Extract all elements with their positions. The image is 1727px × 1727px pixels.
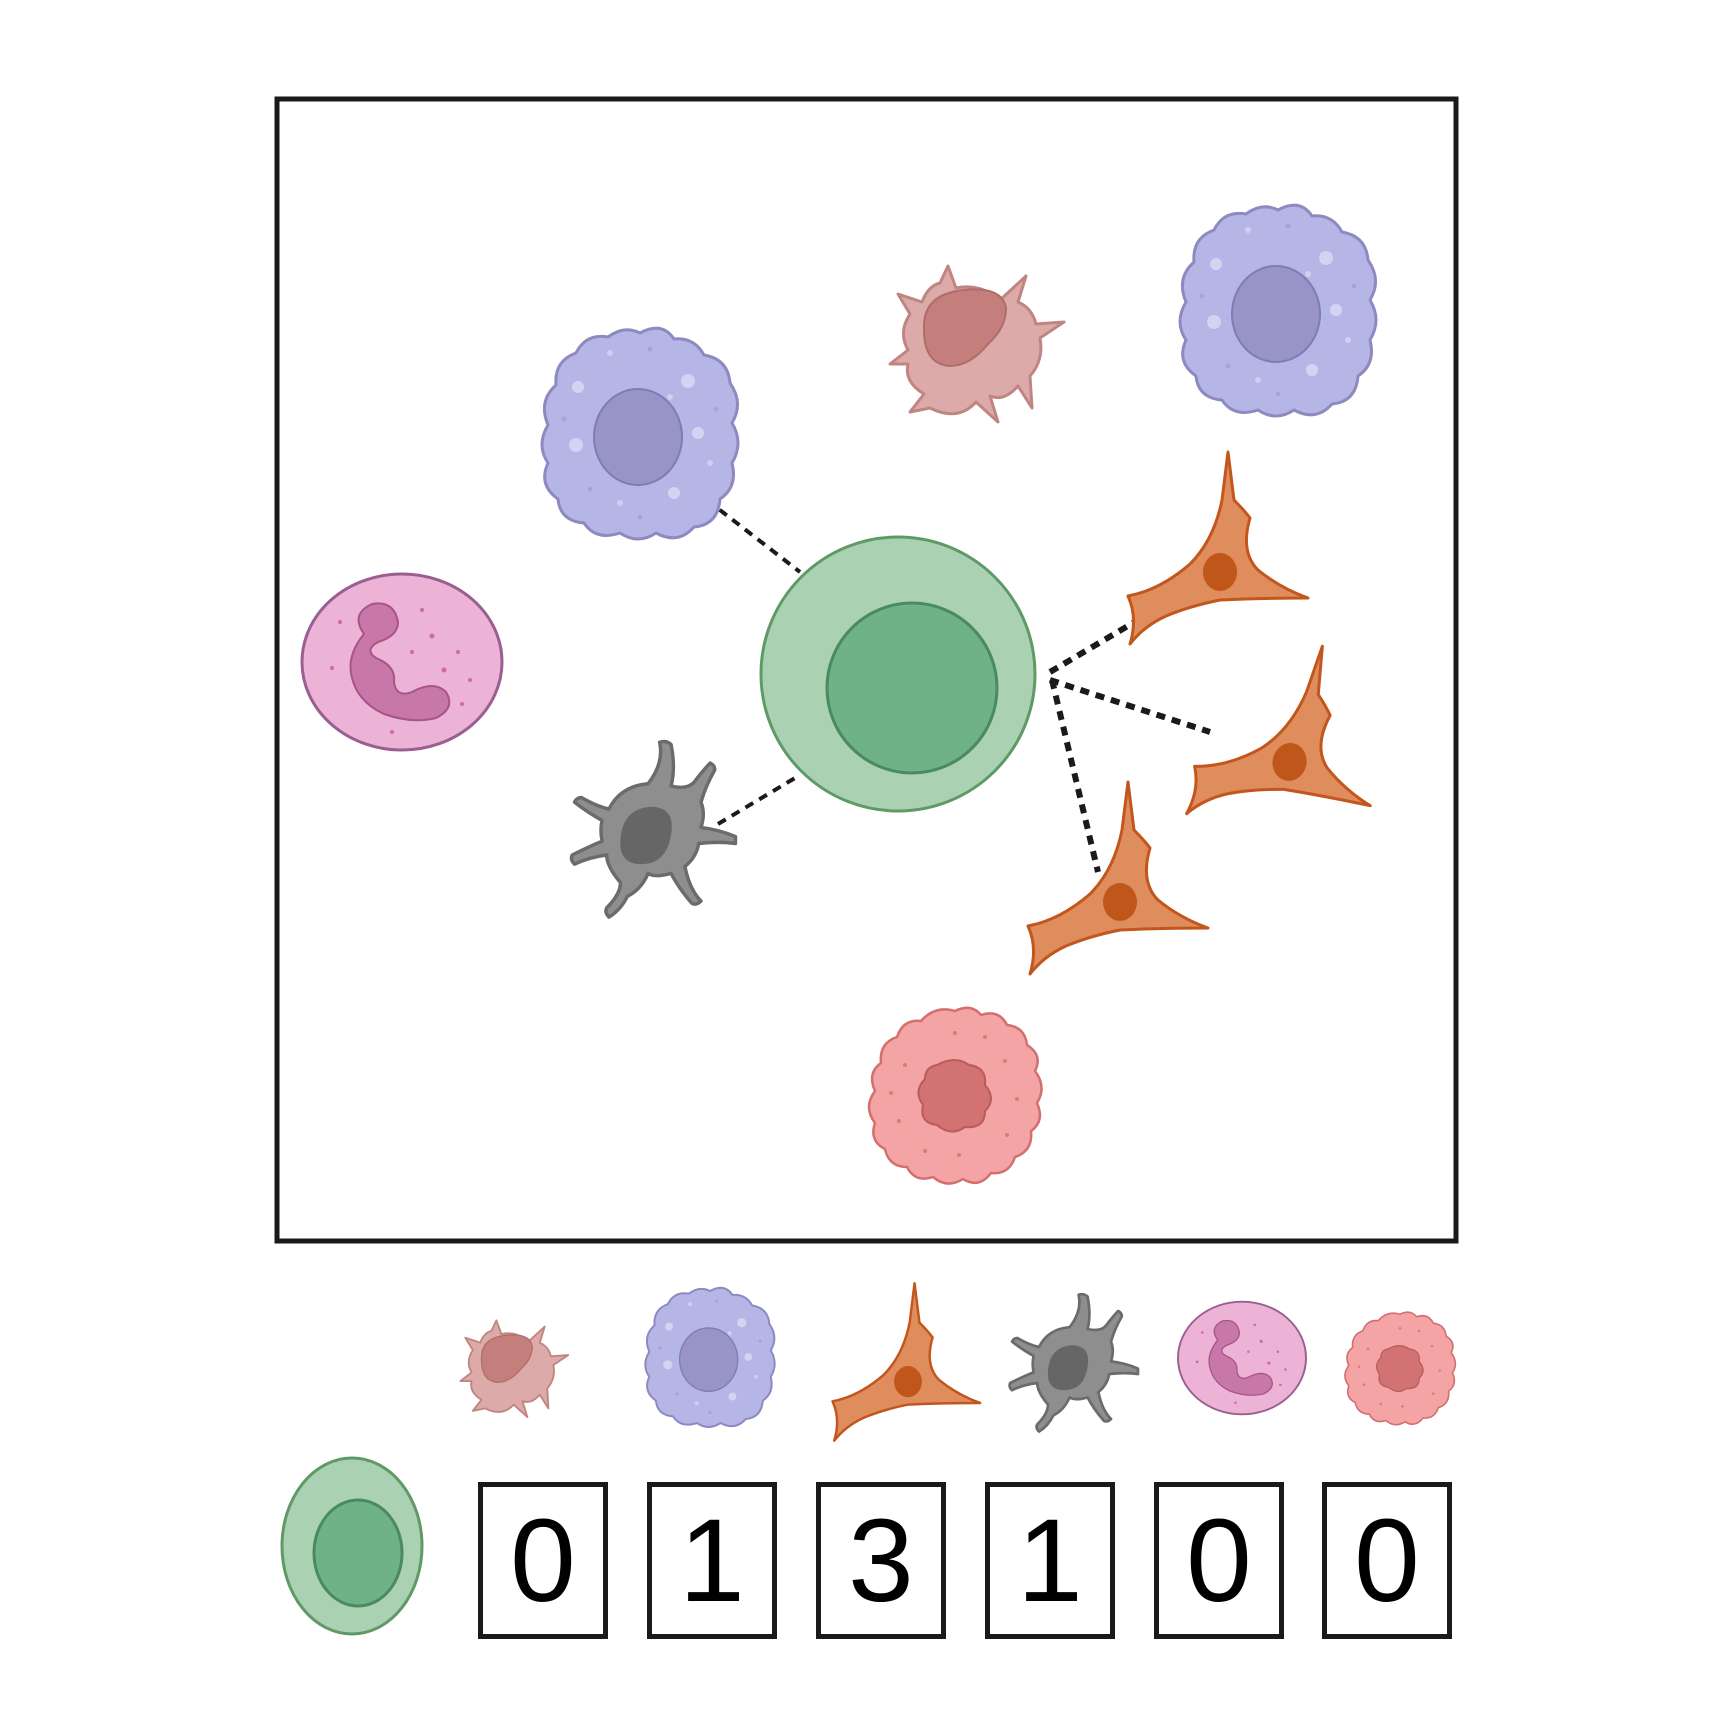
legend-dendritic-cell-icon	[1008, 1292, 1140, 1433]
interaction-lines	[705, 498, 1211, 873]
count-mast: 0	[1322, 1482, 1452, 1639]
interaction-line-orange-2	[1049, 677, 1211, 735]
count-dendritic: 1	[985, 1482, 1115, 1639]
smooth-muscle-cell-icon	[1126, 450, 1310, 646]
macrophage-cell-icon	[1178, 203, 1378, 418]
legend-mast-cell-icon	[1344, 1311, 1457, 1426]
interaction-line-orange-3	[1049, 679, 1101, 873]
smooth-muscle-cell-icon	[1026, 780, 1210, 976]
legend-macrophage-cell-icon	[644, 1286, 776, 1428]
cell-type-legend	[459, 1282, 1457, 1442]
count-neutrophil: 0	[1154, 1482, 1284, 1639]
neutrophil-cell-icon	[300, 572, 504, 752]
count-smooth-muscle: 3	[816, 1482, 946, 1639]
interaction-line-orange-1	[1048, 617, 1140, 675]
interaction-line-macrophage	[705, 498, 802, 574]
count-fibroblast: 0	[478, 1482, 608, 1639]
interaction-line-dendritic	[716, 773, 802, 826]
fibroblast-pink-cell-icon	[888, 264, 1066, 424]
legend-neutrophil-cell-icon	[1177, 1300, 1307, 1416]
dendritic-cell-icon	[569, 739, 738, 919]
smooth-muscle-cell-icon	[1183, 623, 1403, 853]
mast-cell-icon	[867, 1006, 1043, 1185]
macrophage-cell-icon	[540, 326, 740, 541]
legend-fibroblast-pink-cell-icon	[459, 1319, 570, 1419]
legend-smooth-muscle-cell-icon	[831, 1282, 982, 1442]
count-macrophage: 1	[647, 1482, 777, 1639]
t-cell-reference-icon	[280, 1456, 424, 1636]
neighborhood-frame	[274, 96, 1459, 1244]
t-cell-icon	[759, 535, 1037, 813]
